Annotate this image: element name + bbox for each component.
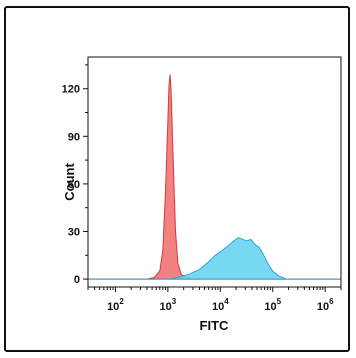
y-tick-label: 60 (68, 179, 80, 191)
chart-frame (4, 6, 350, 352)
plot-area-border (87, 56, 342, 288)
x-tick-label: 103 (160, 297, 177, 313)
histogram-series-1 (88, 74, 341, 280)
y-tick-label: 90 (68, 131, 80, 143)
x-tick-label: 106 (317, 297, 334, 313)
x-tick-label: 105 (264, 297, 281, 313)
y-tick-label: 120 (62, 84, 80, 96)
y-tick-label: 30 (68, 226, 80, 238)
x-tick-label: 104 (212, 297, 229, 313)
histogram-series-2 (88, 237, 341, 280)
y-axis-title: Count (62, 163, 77, 201)
y-tick-label: 0 (74, 274, 80, 286)
x-tick-label: 102 (107, 297, 124, 313)
x-axis-title: FITC (200, 318, 229, 333)
